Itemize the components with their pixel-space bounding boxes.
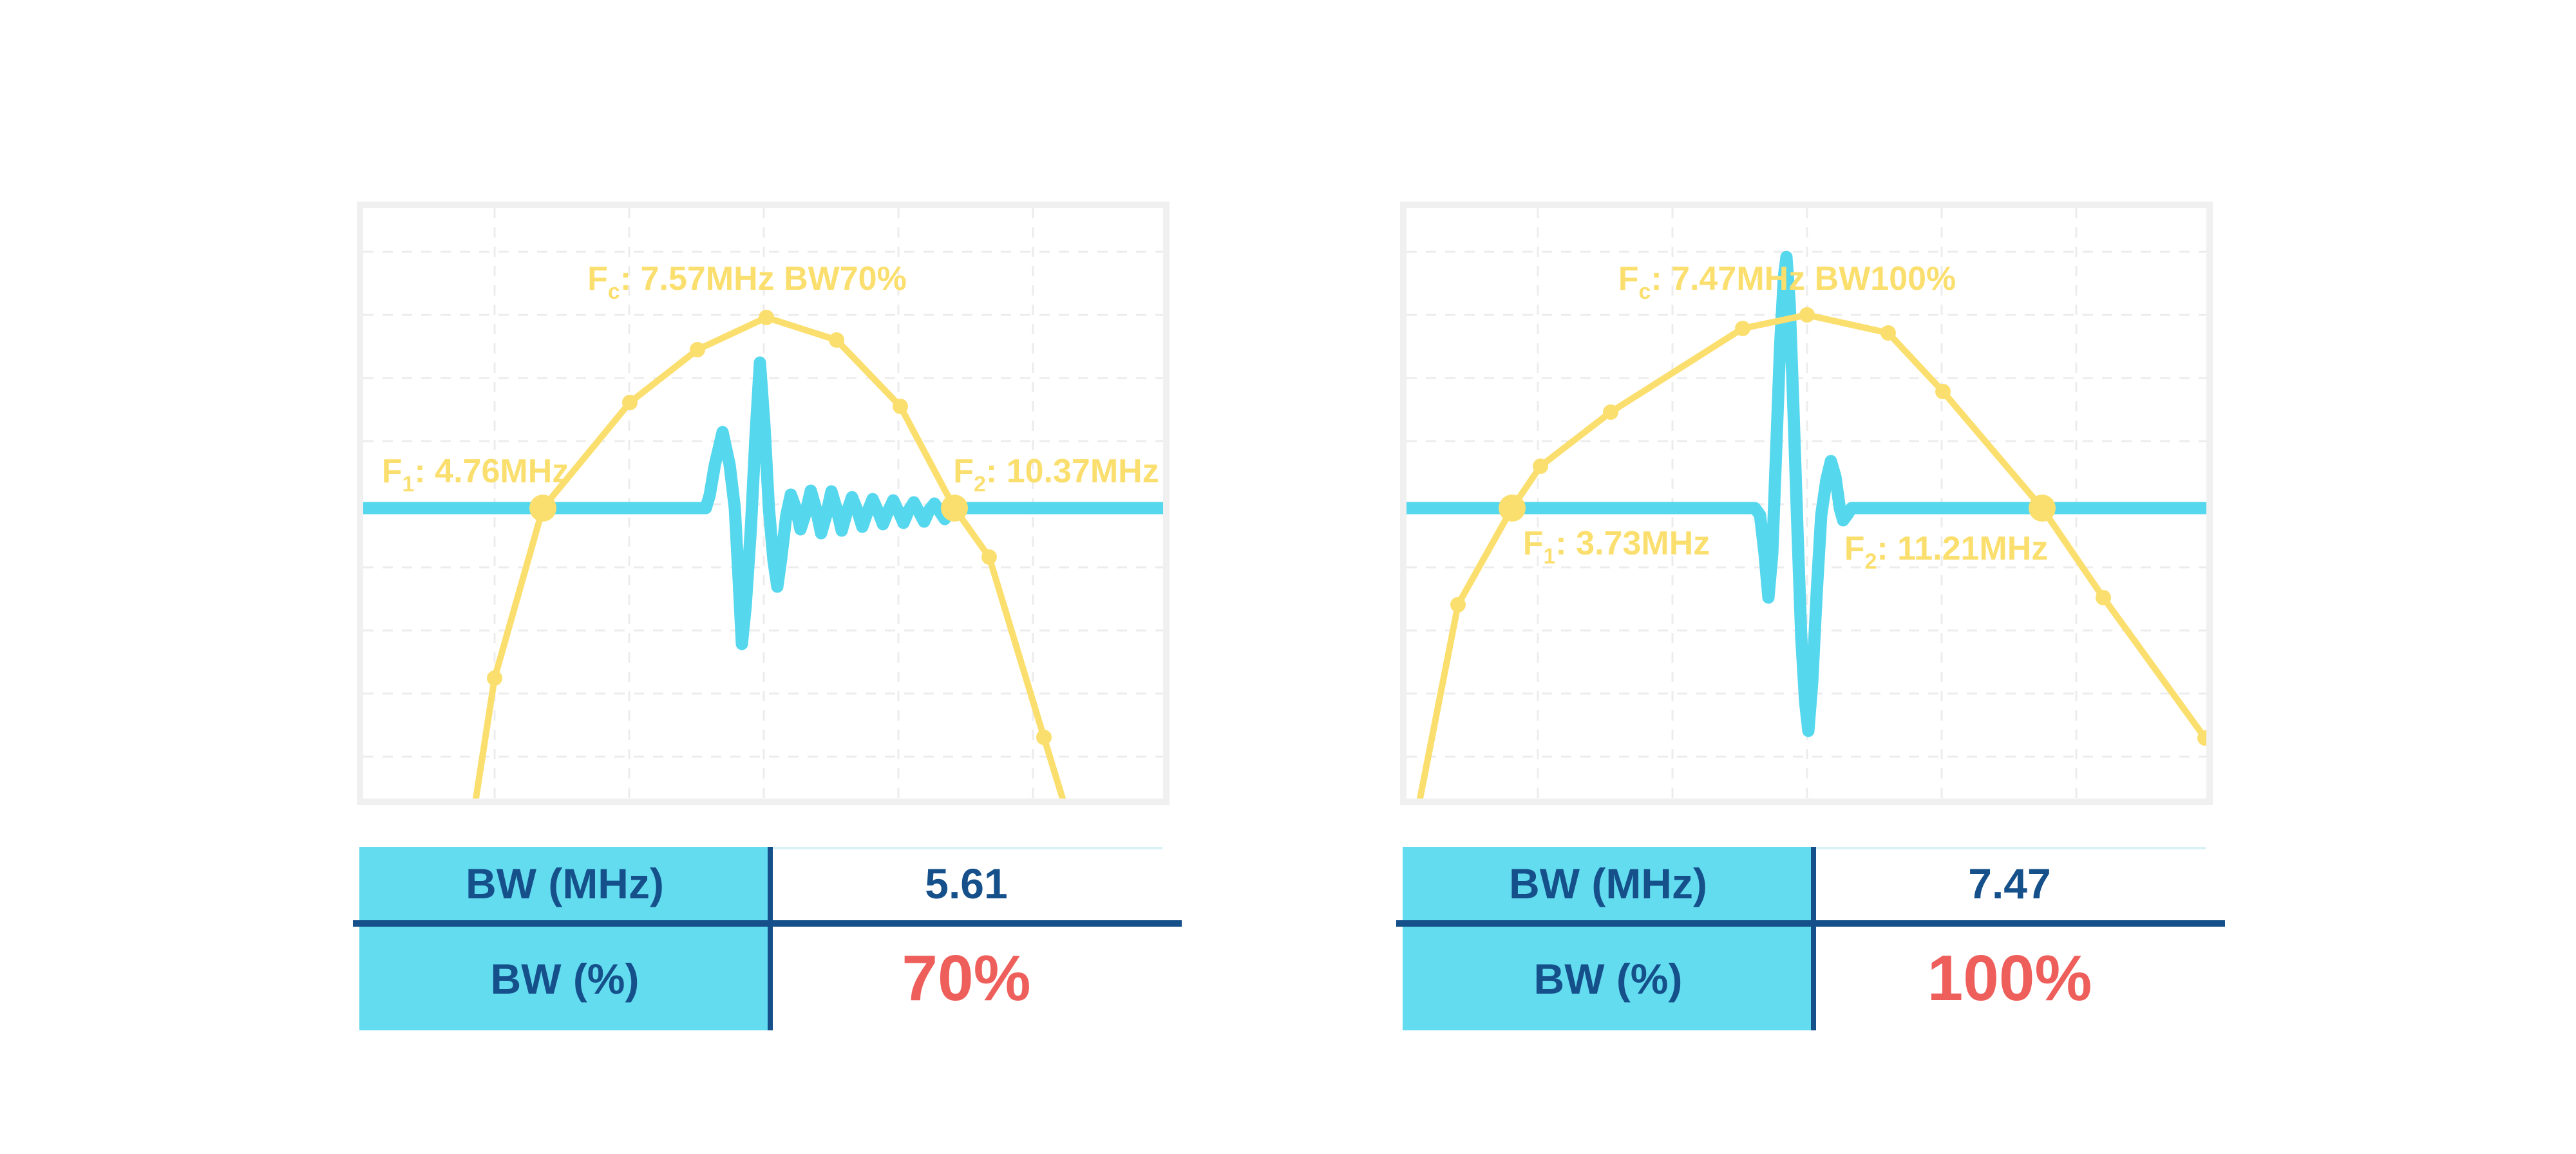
pulse-waveform <box>1400 251 2213 737</box>
data-point-marker <box>2096 590 2111 605</box>
bw-percent-value: 100% <box>1927 942 2092 1014</box>
data-point-marker <box>1533 459 1548 474</box>
plot-frame <box>1400 202 2213 805</box>
bw-mhz-value: 5.61 <box>925 860 1008 907</box>
data-point-marker <box>1603 404 1618 420</box>
cutoff-point-marker <box>2029 495 2056 522</box>
cutoff-point-marker <box>529 495 556 522</box>
table-vertical-divider <box>768 847 773 1030</box>
cutoff-point-marker <box>941 495 968 522</box>
fc-annotation: Fc: 7.57MHz BW70% <box>587 260 907 304</box>
f2-annotation: F2: 11.21MHz <box>1844 530 2049 574</box>
data-point-marker <box>1036 730 1052 745</box>
data-point-marker <box>1935 384 1951 399</box>
f1-annotation: F1: 3.73MHz <box>1523 525 1710 569</box>
f2-annotation: F2: 10.37MHz <box>953 453 1159 497</box>
pulse-waveform <box>357 356 1170 650</box>
table-row-divider <box>1396 920 2225 927</box>
plot-left: Fc: 7.57MHz BW70% F1: 4.76MHz F2: 10.37MHz <box>357 202 1170 805</box>
bw-percent-label: BW (%) <box>490 954 639 1003</box>
table-vertical-divider <box>1811 847 1816 1030</box>
data-point-marker <box>1450 597 1466 612</box>
data-point-marker <box>622 395 638 410</box>
spectrum-curve <box>473 314 1066 802</box>
fc-annotation: Fc: 7.47MHz BW100% <box>1618 260 1956 304</box>
spectrum-chart-right: Fc: 7.47MHz BW100% F1: 3.73MHz F2: 11.21MH… <box>1400 202 2213 805</box>
bw-table-left: BW (MHz) BW (%) 5.61 70% <box>353 847 1182 1030</box>
spectrum-chart-left: Fc: 7.57MHz BW70% F1: 4.76MHz F2: 10.37MHz <box>357 202 1170 805</box>
plot-right: Fc: 7.47MHz BW100% F1: 3.73MHz F2: 11.21MH… <box>1400 202 2213 805</box>
plot-frame <box>357 202 1170 805</box>
table-label-column-background <box>1403 847 1814 1030</box>
spectrum-curve <box>1417 312 2208 802</box>
data-point-marker <box>1799 307 1815 323</box>
data-point-marker <box>981 549 997 565</box>
table-label-column-background <box>359 847 770 1030</box>
data-point-marker <box>1735 321 1750 336</box>
table-row-divider <box>353 920 1182 927</box>
bw-mhz-value: 7.47 <box>1968 860 2051 907</box>
bw-percent-label: BW (%) <box>1533 954 1683 1003</box>
bw-percent-value: 70% <box>902 942 1031 1014</box>
data-point-marker <box>829 332 844 348</box>
data-point-marker <box>759 310 774 325</box>
bw-mhz-label: BW (MHz) <box>1509 860 1707 907</box>
f1-annotation: F1: 4.76MHz <box>382 453 569 497</box>
data-point-marker <box>893 399 908 414</box>
data-point-marker <box>690 342 705 357</box>
bw-table-right: BW (MHz) BW (%) 7.47 100% <box>1396 847 2225 1030</box>
data-point-marker <box>1880 325 1896 341</box>
bw-mhz-label: BW (MHz) <box>466 860 664 907</box>
data-point-marker <box>487 670 502 686</box>
table-top-border <box>1814 847 2206 849</box>
table-top-border <box>770 847 1162 849</box>
cutoff-point-marker <box>1499 495 1526 522</box>
